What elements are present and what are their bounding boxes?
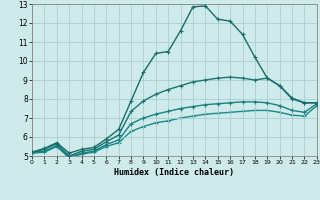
X-axis label: Humidex (Indice chaleur): Humidex (Indice chaleur) (115, 168, 234, 177)
